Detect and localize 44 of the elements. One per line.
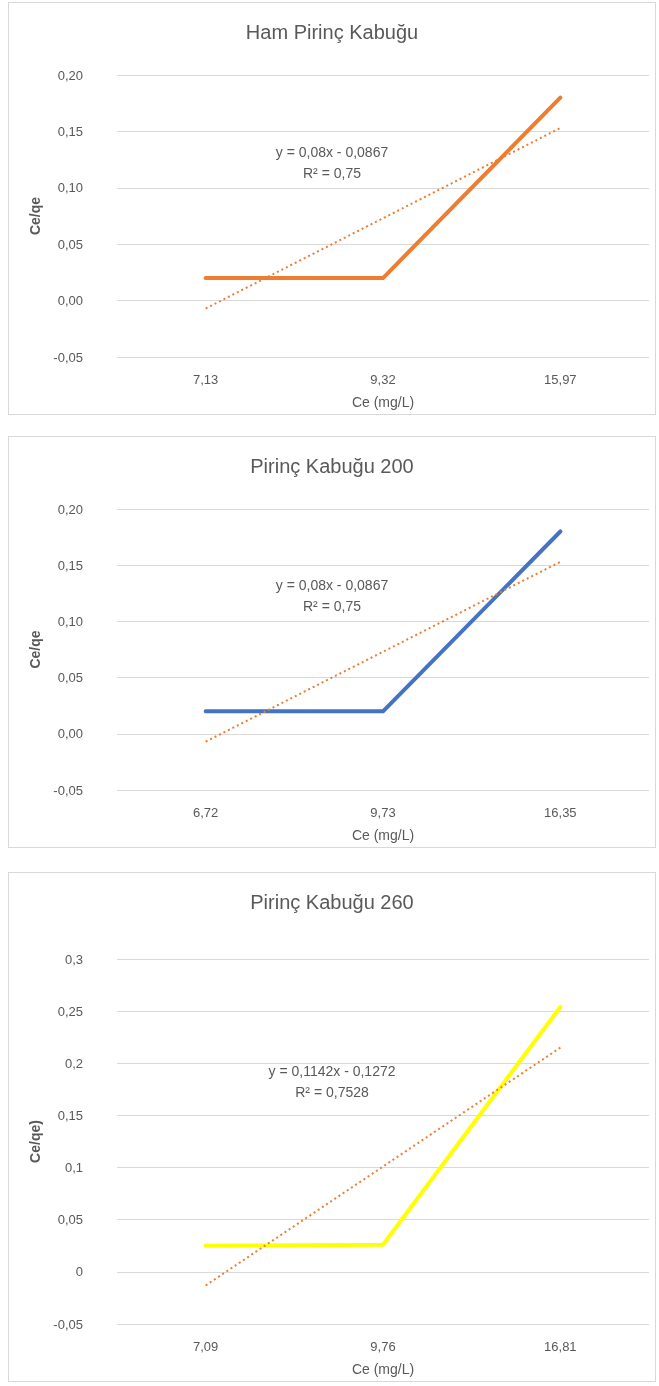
- x-tick-label: 9,73: [370, 805, 396, 820]
- y-axis-title: Ce/qe): [27, 1120, 44, 1163]
- y-tick-label: 0,00: [57, 293, 83, 309]
- chart-title: Ham Pirinç Kabuğu: [245, 21, 419, 43]
- y-tick-label: -0,05: [53, 349, 83, 365]
- y-axis-title: Ce/qe: [27, 630, 44, 669]
- y-axis-title: Ce/qe: [27, 196, 44, 236]
- y-tick-label: 0,2: [64, 1055, 83, 1071]
- annotation: R² = 0,7528: [295, 1083, 369, 1100]
- x-tick-label: 7,13: [193, 372, 219, 387]
- y-tick-label: -0,05: [53, 1316, 83, 1332]
- y-tick-label: 0,05: [57, 1212, 83, 1228]
- y-tick-label: 0,15: [57, 123, 83, 139]
- annotation: R² = 0,75: [303, 598, 362, 615]
- x-tick-label: 15,97: [544, 372, 577, 387]
- x-axis-title: Ce (mg/L): [351, 394, 415, 410]
- x-tick-label: 7,09: [193, 1339, 219, 1354]
- y-tick-label: 0,20: [57, 67, 83, 83]
- y-tick-label: 0,25: [57, 1003, 83, 1019]
- chart-title: Pirinç Kabuğu 260: [250, 891, 414, 913]
- y-tick-label: 0,15: [57, 1107, 83, 1123]
- x-tick-label: 16,35: [544, 805, 577, 820]
- y-tick-label: 0,05: [57, 670, 83, 686]
- y-tick-label: 0,10: [57, 613, 83, 629]
- y-tick-label: 0,20: [57, 501, 83, 517]
- annotation: R² = 0,75: [303, 164, 362, 181]
- y-tick-label: 0,15: [57, 557, 83, 573]
- chart-title: Pirinç Kabuğu 200: [250, 455, 414, 477]
- y-tick-label: 0: [75, 1264, 83, 1280]
- x-tick-label: 9,76: [370, 1339, 396, 1354]
- x-tick-label: 6,72: [193, 805, 219, 820]
- annotation: y = 0,08x - 0,0867: [275, 577, 389, 594]
- x-tick-label: 16,81: [544, 1339, 577, 1354]
- x-axis-title: Ce (mg/L): [351, 1361, 415, 1377]
- x-tick-label: 9,32: [370, 372, 396, 387]
- y-tick-label: 0,05: [57, 236, 83, 252]
- y-tick-label: 0,10: [57, 180, 83, 196]
- y-tick-label: 0,1: [64, 1160, 83, 1176]
- y-tick-label: 0,00: [57, 726, 83, 742]
- y-tick-label: -0,05: [53, 782, 83, 798]
- y-tick-label: 0,3: [64, 951, 83, 967]
- annotation: y = 0,08x - 0,0867: [275, 143, 389, 160]
- annotation: y = 0,1142x - 0,1272: [268, 1062, 396, 1079]
- x-axis-title: Ce (mg/L): [351, 827, 415, 843]
